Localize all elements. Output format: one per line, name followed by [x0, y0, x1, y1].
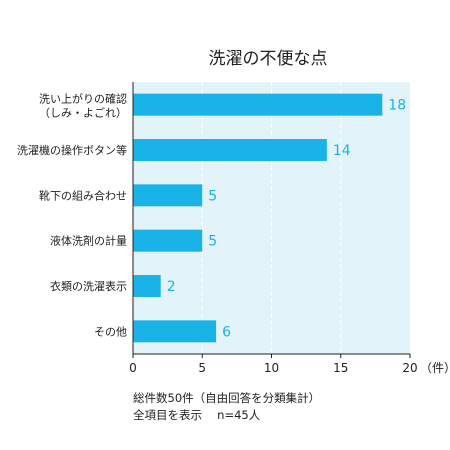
x-tick-label: 10 [264, 361, 279, 375]
data-label: 18 [388, 98, 406, 114]
category-label: その他 [94, 325, 127, 338]
data-label: 2 [167, 279, 176, 295]
category-label: 洗い上がりの確認（しみ・よごれ） [39, 92, 127, 120]
x-tick-label: 15 [333, 361, 348, 375]
x-axis-unit: （件） [420, 361, 450, 375]
x-tick-label: 0 [129, 361, 137, 375]
bar [133, 184, 203, 207]
total-count-note: 総件数50件（自由回答を分類集計） [133, 391, 321, 405]
x-tick-label: 5 [198, 361, 206, 375]
sample-size-note: 全項目を表示 n=45人 [133, 408, 261, 422]
category-label: 洗濯機の操作ボタン等 [17, 143, 127, 157]
data-label: 14 [333, 143, 351, 159]
bar [133, 93, 383, 116]
chart-title: 洗濯の不便な点 [209, 49, 328, 69]
category-label: 衣類の洗濯表示 [50, 279, 127, 293]
x-tick-label: 20 [402, 361, 417, 375]
category-label: 液体洗剤の計量 [50, 234, 127, 248]
data-label: 5 [208, 234, 217, 250]
bar [133, 229, 203, 252]
data-label: 5 [208, 188, 217, 204]
bar [133, 275, 161, 297]
plot-area: 洗い上がりの確認（しみ・よごれ） 18 洗濯機の操作ボタン等 14 靴下の組み合わせ 5 液… [17, 82, 450, 375]
bar [133, 320, 217, 343]
bar [133, 139, 327, 161]
data-label: 6 [222, 324, 231, 340]
category-label: 靴下の組み合わせ [39, 188, 127, 202]
